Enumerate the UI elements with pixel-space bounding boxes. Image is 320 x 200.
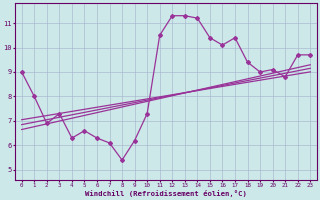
X-axis label: Windchill (Refroidissement éolien,°C): Windchill (Refroidissement éolien,°C) — [85, 190, 247, 197]
